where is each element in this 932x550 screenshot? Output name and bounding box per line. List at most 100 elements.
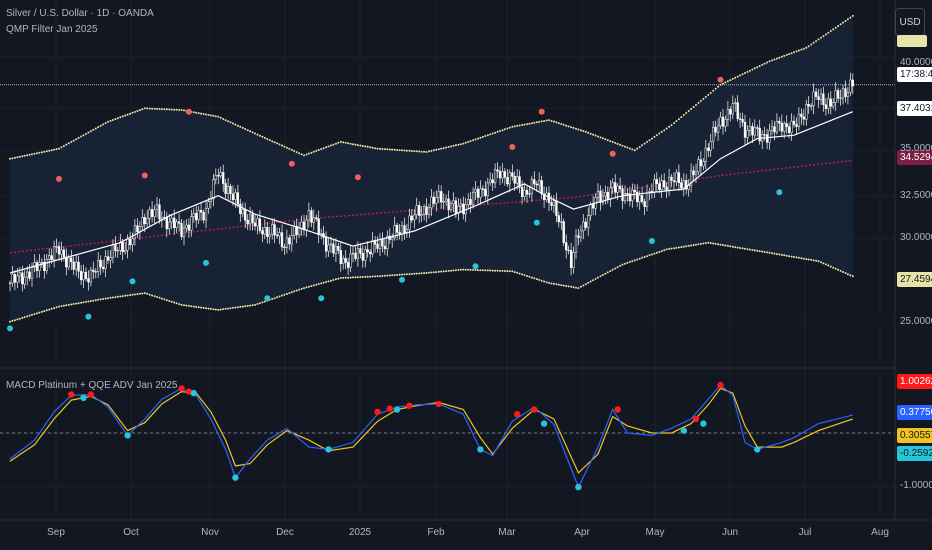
candle [79, 265, 83, 285]
lower-band-dot [697, 243, 700, 246]
candle [258, 210, 262, 234]
candle-body [180, 223, 183, 237]
upper-band-dot [89, 130, 92, 133]
lower-band-dot [342, 276, 345, 279]
candle-body [346, 262, 350, 268]
lower-band-dot [347, 276, 350, 279]
candle [528, 185, 531, 198]
candle [807, 96, 810, 114]
slow-moving-average [9, 159, 853, 254]
lower-band-dot [278, 295, 281, 298]
candle [26, 266, 29, 286]
upper-band-dot [170, 108, 173, 111]
lower-band-dot [582, 284, 585, 287]
lower-band-dot [832, 266, 835, 269]
lower-band-dot [371, 275, 374, 278]
lower-band-dot [97, 298, 100, 301]
lower-band-dot [163, 298, 166, 301]
candle [199, 202, 203, 221]
lower-band-dot [660, 250, 663, 253]
candle [101, 259, 105, 273]
candle [697, 156, 700, 176]
upper-band-dot [653, 135, 656, 138]
candle [525, 185, 529, 203]
candle-body [493, 169, 497, 184]
candle-body [395, 224, 399, 233]
lower-band-dot [604, 272, 607, 275]
candle [753, 119, 756, 139]
qmp-buy-signal [318, 295, 325, 302]
candle-body [459, 203, 462, 207]
candle-body [386, 235, 389, 249]
upper-band-dot [599, 136, 602, 139]
candle [765, 128, 769, 149]
candle [719, 111, 722, 129]
lower-band-dot [281, 294, 283, 297]
lower-band-dot [820, 261, 822, 264]
upper-band-dot [518, 124, 521, 127]
candle-body [329, 243, 333, 246]
lower-band-dot [726, 244, 729, 247]
lower-band-dot [469, 268, 472, 271]
upper-band-dot [582, 130, 585, 133]
upper-band-dot [386, 148, 389, 151]
lower-indicator-label[interactable]: MACD Platinum + QQE ADV Jan 2025 [6, 380, 178, 391]
candle-body [704, 147, 707, 162]
candle-body [484, 188, 487, 197]
candle [692, 165, 695, 181]
candle-body [418, 205, 421, 216]
candle-body [452, 200, 455, 205]
lower-band-dot [648, 254, 651, 257]
candle [780, 114, 783, 137]
candle [133, 219, 137, 246]
candle [479, 180, 482, 204]
candle [106, 250, 110, 264]
symbol-title[interactable]: Silver / U.S. Dollar · 1D · OANDA [6, 8, 154, 19]
candle [790, 113, 793, 141]
indicator-label[interactable]: QMP Filter Jan 2025 [6, 24, 98, 35]
candle [40, 258, 44, 268]
candle [295, 218, 298, 244]
upper-band-dot [126, 113, 129, 116]
currency-button[interactable]: USD [895, 8, 925, 36]
lower-band-dot [521, 273, 524, 276]
lower-band-dot [682, 245, 685, 248]
candle-body [814, 91, 818, 97]
lower-band-dot [464, 268, 467, 271]
candle-body [486, 182, 489, 197]
lower-band-dot [121, 295, 124, 298]
candle [271, 218, 274, 240]
lower-band-dot [734, 246, 737, 249]
candle [212, 173, 215, 207]
upper-band-dot [636, 147, 639, 150]
lower-band-dot [209, 307, 212, 310]
lower-band-dot [530, 276, 533, 279]
candle-body [653, 179, 656, 193]
candle [440, 185, 443, 209]
countdown-tag: 17:38:45 [897, 67, 932, 82]
candle-body [655, 179, 658, 184]
candle-body [236, 192, 240, 205]
lower-band-dot [565, 285, 568, 287]
lower-band-dot [454, 269, 457, 272]
upper-band-dot [550, 119, 553, 122]
upper-band-dot [423, 150, 426, 153]
candle-body [518, 176, 521, 188]
candle-body [146, 218, 149, 225]
lower-band-dot [518, 272, 521, 275]
qmp-buy-signal [7, 325, 13, 332]
candle-body [746, 130, 749, 138]
upper-band-dot [778, 56, 781, 59]
candle [349, 246, 352, 273]
upper-band-dot [712, 89, 715, 92]
candle-body [30, 266, 34, 279]
candle [432, 191, 436, 207]
candle [418, 201, 421, 224]
macd-bull-cross [190, 389, 197, 397]
upper-band-dot [680, 116, 683, 119]
candle [577, 228, 580, 246]
candle-body [38, 262, 41, 271]
upper-band-dot [783, 54, 786, 57]
candle-body [190, 216, 193, 231]
